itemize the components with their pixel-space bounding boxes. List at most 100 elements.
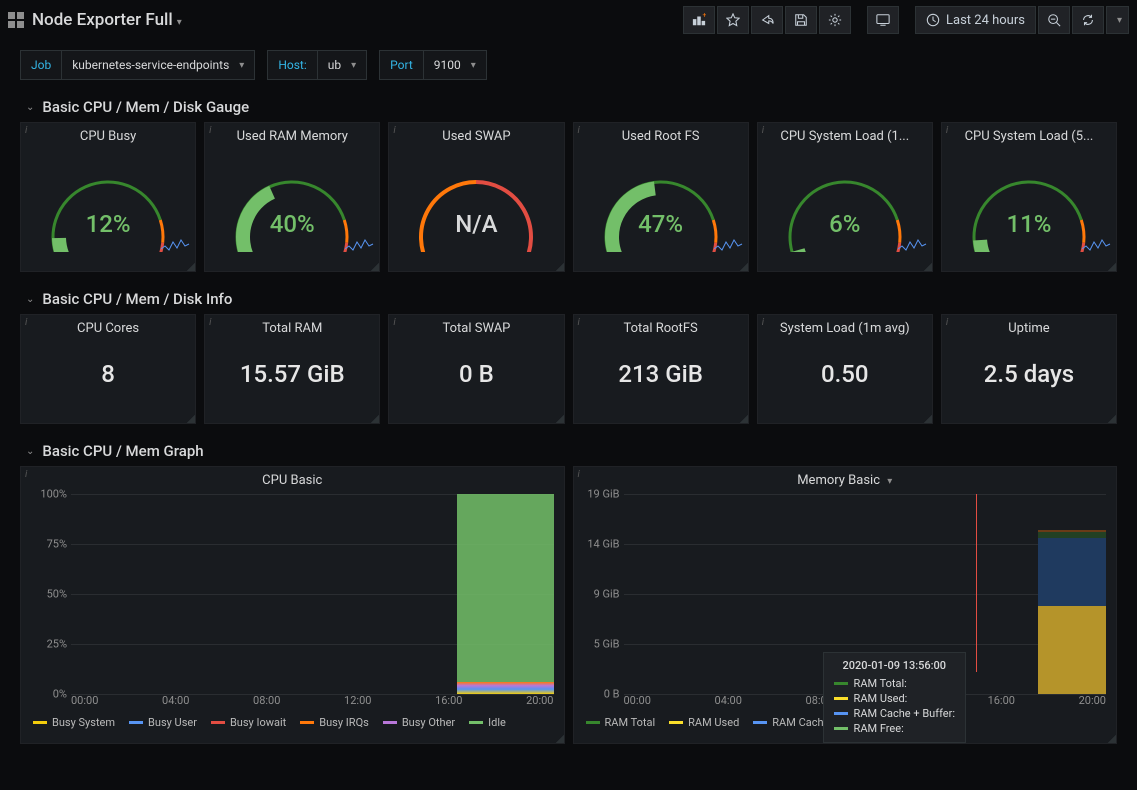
stat-panel[interactable]: i Uptime 2.5 days (941, 314, 1117, 424)
share-button[interactable] (751, 6, 783, 34)
x-axis-label: 00:00 (624, 694, 651, 712)
panel-title: Memory Basic ▾ (574, 467, 1117, 490)
crosshair (976, 494, 977, 672)
panel-title: System Load (1m avg) (758, 315, 932, 338)
zoom-out-button[interactable] (1038, 6, 1070, 34)
x-axis-label: 08:00 (253, 694, 280, 712)
info-icon: i (762, 317, 764, 328)
panel-title: Total SWAP (389, 315, 563, 338)
chevron-down-icon: ⌄ (26, 446, 34, 457)
info-icon: i (578, 469, 580, 480)
section-gauge-header[interactable]: ⌄ Basic CPU / Mem / Disk Gauge (0, 94, 1137, 122)
info-icon: i (209, 125, 211, 136)
gauge-panel[interactable]: i CPU System Load (1... 6% (757, 122, 933, 272)
stat-value: 2.5 days (942, 338, 1116, 388)
tv-mode-button[interactable] (867, 6, 899, 34)
gauge-panel[interactable]: i CPU Busy 12% (20, 122, 196, 272)
gauge-value: 40% (270, 210, 315, 238)
section-gauge-title: Basic CPU / Mem / Disk Gauge (42, 98, 249, 116)
var-job-label: Job (21, 51, 62, 79)
panel-title: CPU System Load (1... (758, 123, 932, 146)
legend-item[interactable]: Busy IRQs (300, 716, 369, 729)
y-axis-label: 25% (25, 638, 67, 651)
memory-basic-panel[interactable]: i Memory Basic ▾ 19 GiB14 GiB9 GiB5 GiB0… (573, 466, 1118, 744)
x-axis-label: 00:00 (71, 694, 98, 712)
stat-panel[interactable]: i System Load (1m avg) 0.50 (757, 314, 933, 424)
stat-value: 213 GiB (574, 338, 748, 388)
panel-title: Used SWAP (389, 123, 563, 146)
star-button[interactable] (717, 6, 749, 34)
stat-value: 15.57 GiB (205, 338, 379, 388)
hover-tooltip: 2020-01-09 13:56:00RAM Total:RAM Used:RA… (823, 652, 966, 743)
panel-title: CPU Cores (21, 315, 195, 338)
time-range-picker[interactable]: Last 24 hours (915, 6, 1036, 34)
legend-item[interactable]: Busy Other (383, 716, 455, 729)
chevron-down-icon: ⌄ (26, 102, 34, 113)
panel-title: CPU System Load (5... (942, 123, 1116, 146)
stat-panel[interactable]: i Total RootFS 213 GiB (573, 314, 749, 424)
y-axis-label: 100% (25, 488, 67, 501)
gauge-value: 11% (1006, 210, 1051, 238)
panel-title: Used RAM Memory (205, 123, 379, 146)
add-panel-button[interactable]: + (683, 6, 715, 34)
gauge-panel[interactable]: i CPU System Load (5... 11% (941, 122, 1117, 272)
var-host[interactable]: Host: ub▾ (267, 50, 367, 80)
section-graph-title: Basic CPU / Mem Graph (42, 442, 203, 460)
y-axis-label: 75% (25, 538, 67, 551)
section-graph-header[interactable]: ⌄ Basic CPU / Mem Graph (0, 438, 1137, 466)
y-axis-label: 0% (25, 688, 67, 701)
legend-item[interactable]: RAM Total (586, 716, 656, 729)
legend-item[interactable]: RAM Used (669, 716, 739, 729)
gauge-value: N/A (455, 210, 497, 238)
stat-value: 8 (21, 338, 195, 388)
y-axis-label: 50% (25, 588, 67, 601)
legend-item[interactable]: Busy Iowait (211, 716, 286, 729)
var-host-label: Host: (268, 51, 317, 79)
panel-title: Total RAM (205, 315, 379, 338)
cpu-basic-panel[interactable]: i CPU Basic 100% 75% 50% 25% 0% 00:00 04:00 08… (20, 466, 565, 744)
stat-panel[interactable]: i Total RAM 15.57 GiB (204, 314, 380, 424)
gauge-panel[interactable]: i Used SWAP N/A (388, 122, 564, 272)
x-axis-label: 04:00 (715, 694, 742, 712)
top-bar: Node Exporter Full▾ + Last 24 hours (0, 0, 1137, 40)
panel-title: Used Root FS (574, 123, 748, 146)
gauge-value: 6% (829, 210, 860, 238)
y-axis-label: 19 GiB (578, 488, 620, 501)
info-icon: i (25, 317, 27, 328)
stat-value: 0.50 (758, 338, 932, 388)
panel-title: CPU Busy (21, 123, 195, 146)
panel-title: Uptime (942, 315, 1116, 338)
panel-title: CPU Basic (21, 467, 564, 490)
var-port-label: Port (380, 51, 424, 79)
save-button[interactable] (785, 6, 817, 34)
info-icon: i (25, 469, 27, 480)
gauge-value: 12% (86, 210, 131, 238)
refresh-button[interactable] (1072, 6, 1104, 34)
gauge-panel[interactable]: i Used RAM Memory 40% (204, 122, 380, 272)
x-axis-label: 04:00 (162, 694, 189, 712)
x-axis-label: 16:00 (435, 694, 462, 712)
stat-panel[interactable]: i CPU Cores 8 (20, 314, 196, 424)
var-port[interactable]: Port 9100▾ (379, 50, 487, 80)
info-icon: i (393, 317, 395, 328)
settings-button[interactable] (819, 6, 851, 34)
dashboard-title[interactable]: Node Exporter Full▾ (32, 10, 182, 30)
legend-item[interactable]: Busy User (129, 716, 197, 729)
variable-row: Job kubernetes-service-endpoints▾ Host: … (0, 40, 1137, 94)
gauge-panel[interactable]: i Used Root FS 47% (573, 122, 749, 272)
legend-item[interactable]: Busy System (33, 716, 115, 729)
stat-value: 0 B (389, 338, 563, 388)
info-icon: i (25, 125, 27, 136)
dashboard-grid-icon[interactable] (8, 12, 24, 28)
legend-item[interactable]: Idle (469, 716, 506, 729)
y-axis-label: 0 B (578, 688, 620, 701)
info-icon: i (393, 125, 395, 136)
chevron-down-icon: ⌄ (26, 294, 34, 305)
var-job[interactable]: Job kubernetes-service-endpoints▾ (20, 50, 255, 80)
section-info-header[interactable]: ⌄ Basic CPU / Mem / Disk Info (0, 286, 1137, 314)
section-info-title: Basic CPU / Mem / Disk Info (42, 290, 232, 308)
legend-item[interactable]: RAM Cache (753, 716, 829, 729)
stat-panel[interactable]: i Total SWAP 0 B (388, 314, 564, 424)
info-icon: i (762, 125, 764, 136)
refresh-interval-dropdown[interactable]: ▾ (1106, 6, 1129, 34)
